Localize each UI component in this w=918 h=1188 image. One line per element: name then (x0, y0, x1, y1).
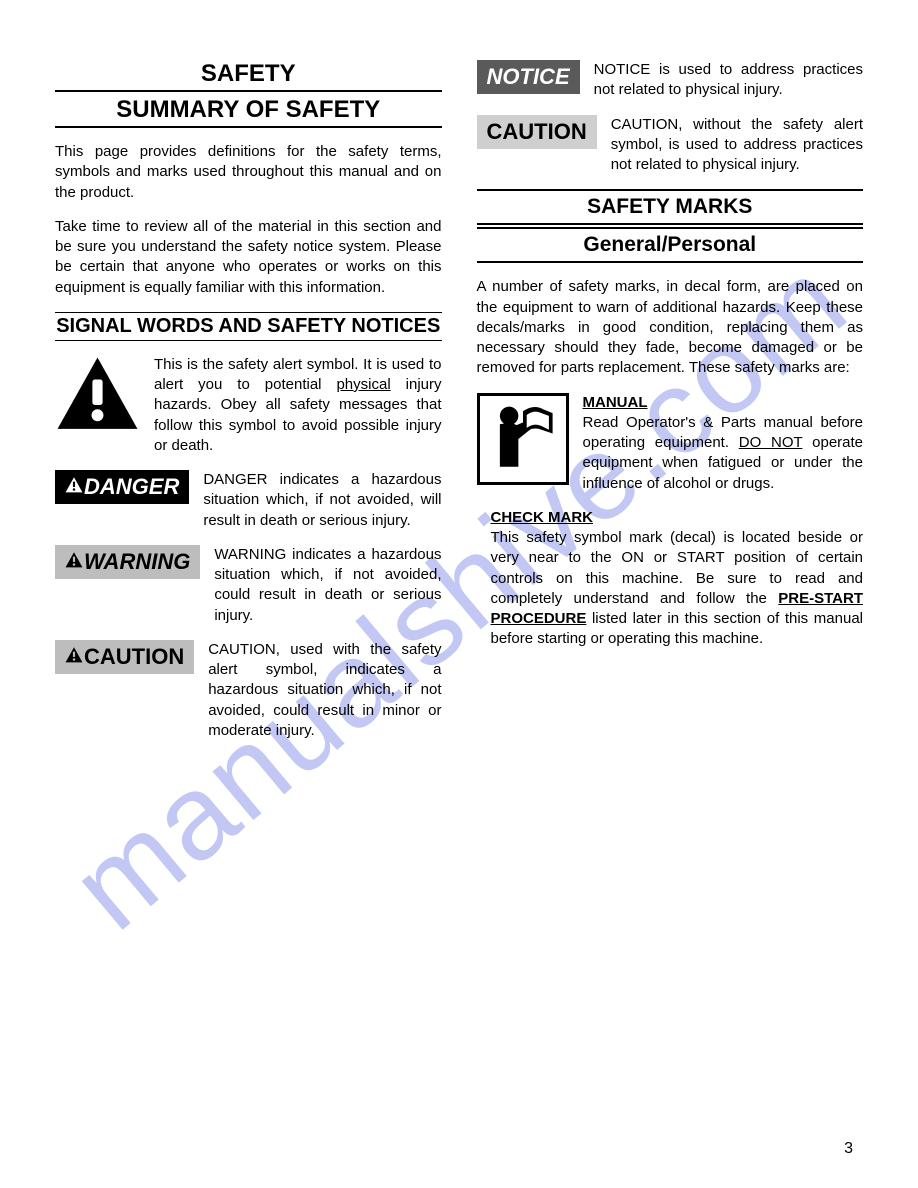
alert-icon (65, 551, 83, 569)
caution-alert-text: CAUTION, used with the safety alert symb… (208, 640, 441, 741)
intro-para-2: Take time to review all of the material … (55, 217, 442, 298)
right-column: NOTICE NOTICE is used to address practic… (477, 60, 864, 755)
warning-row: WARNING WARNING indicates a hazardous si… (55, 545, 442, 626)
safety-alert-text: This is the safety alert symbol. It is u… (154, 355, 442, 456)
caution-plain-label: CAUTION (477, 115, 597, 149)
safety-heading: SAFETY (55, 60, 442, 92)
caution-alert-row: CAUTION CAUTION, used with the safety al… (55, 640, 442, 741)
general-personal-heading: General/Personal (477, 227, 864, 263)
danger-label: DANGER (55, 470, 189, 504)
left-column: SAFETY SUMMARY OF SAFETY This page provi… (55, 60, 442, 755)
danger-text: DANGER indicates a hazardous situation w… (203, 470, 441, 531)
page-number: 3 (844, 1140, 853, 1158)
triangle-alert-icon (55, 355, 140, 433)
caution-plain-text: CAUTION, without the safety alert symbol… (611, 115, 863, 176)
signal-words-heading: SIGNAL WORDS AND SAFETY NOTICES (55, 315, 442, 338)
intro-para-1: This page provides definitions for the s… (55, 142, 442, 203)
alert-icon (65, 476, 83, 494)
read-manual-icon (477, 393, 569, 485)
marks-intro: A number of safety marks, in decal form,… (477, 277, 864, 378)
checkmark-row: CHECK MARK This safety symbol mark (deca… (477, 508, 864, 650)
manual-row: MANUAL Read Operator's & Parts manual be… (477, 393, 864, 494)
signal-heading-wrap: SIGNAL WORDS AND SAFETY NOTICES (55, 312, 442, 341)
danger-row: DANGER DANGER indicates a hazardous situ… (55, 470, 442, 531)
checkmark-text: CHECK MARK This safety symbol mark (deca… (491, 508, 864, 650)
safety-alert-row: This is the safety alert symbol. It is u… (55, 355, 442, 456)
notice-text: NOTICE is used to address practices not … (594, 60, 863, 101)
warning-label: WARNING (55, 545, 200, 579)
alert-icon (65, 646, 83, 664)
safety-marks-heading: SAFETY MARKS (477, 189, 864, 225)
notice-row: NOTICE NOTICE is used to address practic… (477, 60, 864, 101)
summary-heading: SUMMARY OF SAFETY (55, 96, 442, 128)
notice-label: NOTICE (477, 60, 580, 94)
manual-text: MANUAL Read Operator's & Parts manual be… (583, 393, 864, 494)
caution-plain-row: CAUTION CAUTION, without the safety aler… (477, 115, 864, 176)
warning-text: WARNING indicates a hazardous situation … (214, 545, 441, 626)
caution-alert-label: CAUTION (55, 640, 194, 674)
